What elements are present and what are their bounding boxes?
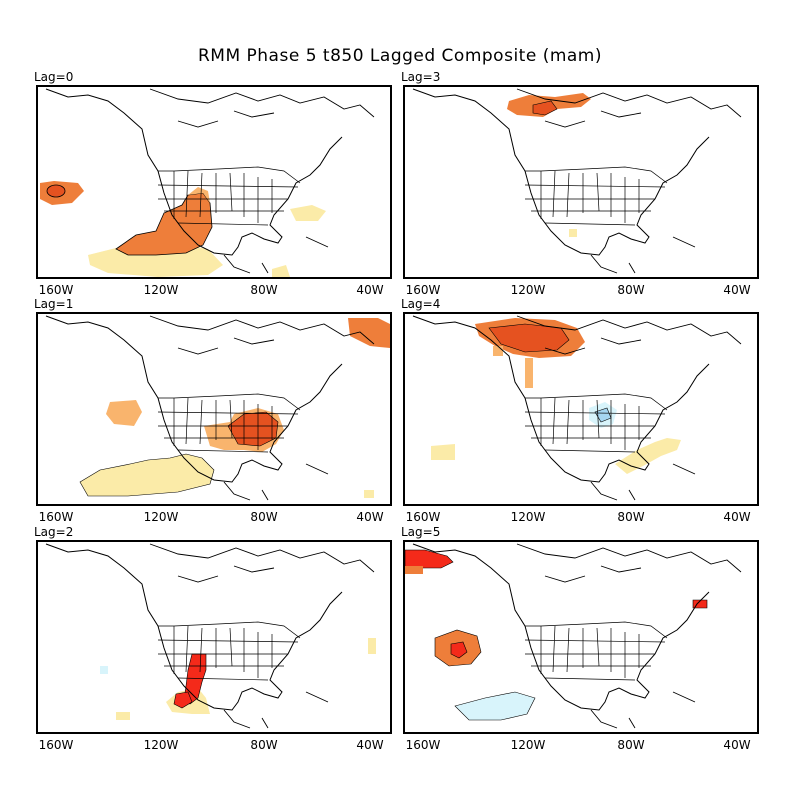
warm-anomaly-strong [348,318,390,348]
longitude-tick: 120W [143,738,179,752]
panel-label: Lag=4 [401,297,441,311]
panel-lag-3: Lag=3 160W 120W 80W 40W [401,70,759,297]
map-frame [36,540,392,734]
longitude-tick: 40W [356,283,384,297]
state-borders [157,621,301,681]
arctic-coastline [516,315,742,355]
central-america-coastline [590,236,696,274]
longitude-tick: 40W [356,510,384,524]
warm-anomaly-deep [227,411,279,447]
panel-label: Lag=5 [401,525,441,539]
warm-anomaly-mid [188,187,210,203]
central-america-coastline [223,236,329,274]
warm-anomaly-deep [488,323,570,353]
central-america-coastline [223,691,329,729]
longitude-tick: 120W [510,283,546,297]
warm-anomaly-light [79,453,215,497]
map-canvas [405,543,742,729]
arctic-coastline [516,543,742,583]
warm-anomaly-light [290,205,326,221]
longitude-tick: 160W [405,510,441,524]
state-borders [524,166,668,226]
longitude-tick: 40W [723,283,751,297]
warm-anomaly-light [272,265,290,277]
map-frame [403,85,759,279]
warm-anomaly-strong [405,566,423,574]
warm-anomaly-strong [115,192,213,256]
warm-anomaly-mid [525,358,533,388]
arctic-coastline [149,315,375,355]
panel-label: Lag=0 [34,70,74,84]
arctic-coastline [516,88,742,128]
hot-anomaly [173,691,193,709]
cool-anomaly-light [100,666,108,674]
map-frame [403,312,759,506]
state-borders [524,621,668,681]
longitude-tick: 120W [143,283,179,297]
hot-anomaly [692,599,708,609]
map-canvas [45,543,376,729]
state-borders [157,166,301,226]
warm-anomaly-light [431,444,455,460]
longitude-tick: 40W [723,738,751,752]
warm-anomaly-deep [532,100,558,116]
coastline [45,88,343,256]
coastline [412,543,710,711]
arctic-coastline [149,88,375,128]
map-canvas [45,315,390,501]
panel-label: Lag=2 [34,525,74,539]
warm-anomaly-deep [46,184,66,198]
map-canvas [412,88,742,274]
longitude-tick: 80W [250,738,278,752]
warm-anomaly-mid [106,400,142,426]
state-borders [157,393,301,453]
panel-lag-5: Lag=5 160W 120W 80W 40W [401,525,759,752]
panel-lag-0: Lag=0 160W 120W 80W 40W [34,70,392,297]
map-canvas [40,88,375,277]
longitude-tick: 120W [510,738,546,752]
coastline [412,88,710,256]
panel-label: Lag=3 [401,70,441,84]
warm-anomaly-light [116,712,130,720]
arctic-coastline [149,543,375,583]
longitude-tick: 160W [405,283,441,297]
longitude-tick: 160W [38,510,74,524]
map-canvas [412,315,742,501]
longitude-tick: 40W [723,510,751,524]
longitude-tick: 80W [250,510,278,524]
longitude-tick: 80W [617,738,645,752]
coastline [45,315,343,483]
coastline [412,315,710,483]
panel-lag-4: Lag=4 160W 120W 80W 40W [401,297,759,524]
longitude-tick: 160W [405,738,441,752]
longitude-tick: 160W [38,738,74,752]
longitude-tick: 40W [356,738,384,752]
longitude-tick: 120W [143,510,179,524]
warm-anomaly-light [364,490,374,498]
longitude-tick: 160W [38,283,74,297]
panel-label: Lag=1 [34,297,74,311]
warm-anomaly-light [368,638,376,654]
map-frame [36,85,392,279]
warm-anomaly-light [569,229,577,237]
coastline [45,543,343,711]
panel-lag-1: Lag=1 160W 120W 80W 40W [34,297,392,524]
cool-anomaly-light [454,691,536,721]
longitude-tick: 80W [617,510,645,524]
map-frame [403,540,759,734]
warm-anomaly-light [615,438,681,474]
state-borders [524,393,668,453]
central-america-coastline [590,691,696,729]
panel-lag-2: Lag=2 160W 120W 80W 40W [34,525,392,752]
longitude-tick: 80W [617,283,645,297]
map-frame [36,312,392,506]
longitude-tick: 120W [510,510,546,524]
warm-anomaly-mid [493,346,503,356]
longitude-tick: 80W [250,283,278,297]
figure-title: RMM Phase 5 t850 Lagged Composite (mam) [197,46,602,66]
hot-anomaly [450,641,468,659]
central-america-coastline [590,463,696,501]
central-america-coastline [223,463,329,501]
